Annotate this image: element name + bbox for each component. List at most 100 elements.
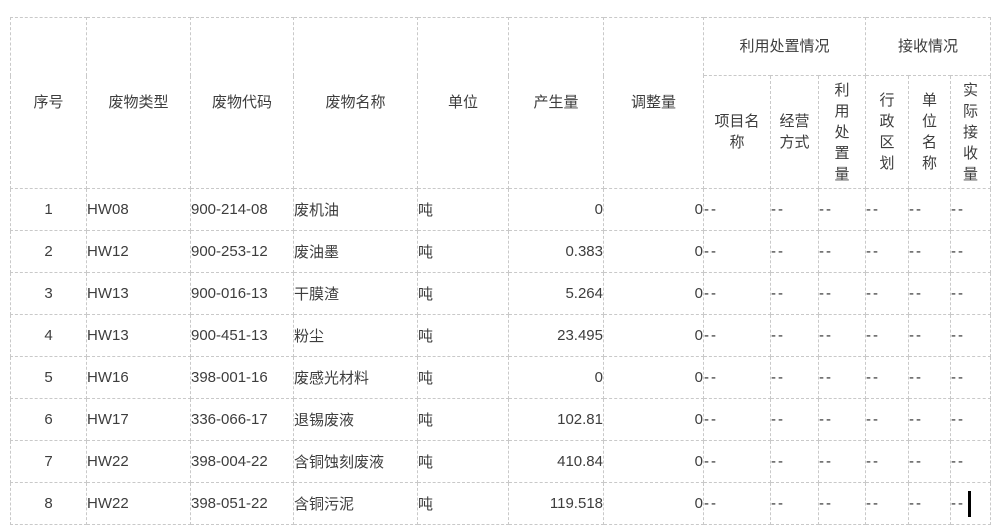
- cell-operation-mode: --: [770, 230, 819, 273]
- cell-adjusted: 0: [603, 482, 704, 525]
- cell-produced: 5.264: [508, 272, 604, 315]
- col-header-seq: 序号: [10, 17, 87, 189]
- col-header-adjusted: 调整量: [603, 17, 704, 189]
- header-group-row: 序号 废物类型 废物代码 废物名称 单位 产生量 调整量 利用处置情况 接收情况: [10, 17, 992, 189]
- cell-unit-name: --: [908, 272, 952, 315]
- cell-waste-code: 398-051-22: [190, 482, 294, 525]
- cell-received-amount: --: [950, 188, 992, 231]
- cell-waste-code: 336-066-17: [190, 398, 294, 441]
- cell-produced: 119.518: [508, 482, 604, 525]
- cell-produced: 410.84: [508, 440, 604, 483]
- cell-seq: 3: [10, 272, 87, 315]
- cell-waste-code: 900-253-12: [190, 230, 294, 273]
- cell-produced: 102.81: [508, 398, 604, 441]
- col-header-operation-mode-label: 经营方式: [779, 113, 810, 151]
- col-header-waste-name: 废物名称: [293, 17, 418, 189]
- cell-received-amount: --: [950, 398, 992, 441]
- cell-admin-region: --: [865, 356, 910, 399]
- cell-unit-name: --: [908, 440, 952, 483]
- cell-received-amount: --: [950, 314, 992, 357]
- cell-operation-mode: --: [770, 272, 819, 315]
- cell-seq: 4: [10, 314, 87, 357]
- cell-unit: 吨: [417, 272, 509, 315]
- cell-seq: 5: [10, 356, 87, 399]
- cell-admin-region: --: [865, 188, 910, 231]
- cell-operation-mode: --: [770, 398, 819, 441]
- cell-waste-code: 900-451-13: [190, 314, 294, 357]
- header-sub-row: 项目名称 经营方式 利用处置量 行政区划 单位名称 实际接收量: [11, 75, 992, 189]
- waste-declaration-table: 序号 废物类型 废物代码 废物名称 单位 产生量 调整量 利用处置情况 接收情况…: [10, 17, 992, 525]
- cell-disposal-amount: --: [817, 272, 867, 315]
- col-header-project-name-label: 项目名称: [714, 113, 760, 151]
- col-header-waste-code: 废物代码: [190, 17, 294, 189]
- cell-waste-name: 粉尘: [293, 314, 418, 357]
- col-header-disposal-amount: 利用处置量: [817, 75, 867, 189]
- cell-unit: 吨: [417, 188, 509, 231]
- cell-waste-type: HW16: [86, 356, 191, 399]
- cell-waste-type: HW13: [86, 314, 191, 357]
- col-group-receive: 接收情况: [865, 17, 992, 76]
- cell-unit: 吨: [417, 356, 509, 399]
- cell-project-name: --: [703, 230, 771, 273]
- cell-operation-mode: --: [770, 188, 819, 231]
- cell-waste-name: 干膜渣: [293, 272, 418, 315]
- cell-produced: 0: [508, 356, 604, 399]
- table-row: 3 HW13 900-016-13 干膜渣 吨 5.264 0 -- -- --…: [10, 272, 992, 315]
- cell-adjusted: 0: [603, 440, 704, 483]
- col-header-unit-name-label: 单位名称: [922, 92, 938, 172]
- cell-disposal-amount: --: [817, 440, 867, 483]
- col-header-project-name: 项目名称: [703, 75, 771, 189]
- cell-operation-mode: --: [770, 314, 819, 357]
- cell-project-name: --: [703, 188, 771, 231]
- col-header-received-amount-label: 实际接收量: [963, 81, 979, 183]
- cell-unit-name: --: [908, 356, 952, 399]
- text-cursor: [968, 490, 972, 517]
- table-header: 序号 废物类型 废物代码 废物名称 单位 产生量 调整量 利用处置情况 接收情况…: [10, 17, 992, 189]
- cell-waste-type: HW08: [86, 188, 191, 231]
- cell-adjusted: 0: [603, 314, 704, 357]
- cell-received-amount[interactable]: --: [950, 482, 992, 525]
- col-header-operation-mode: 经营方式: [770, 75, 819, 189]
- cell-received-amount: --: [950, 272, 992, 315]
- cell-produced: 23.495: [508, 314, 604, 357]
- cell-produced: 0.383: [508, 230, 604, 273]
- cell-waste-type: HW22: [86, 482, 191, 525]
- cell-seq: 8: [10, 482, 87, 525]
- cell-waste-type: HW17: [86, 398, 191, 441]
- cell-unit-name: --: [908, 482, 952, 525]
- table-row: 6 HW17 336-066-17 退锡废液 吨 102.81 0 -- -- …: [10, 398, 992, 441]
- cell-unit: 吨: [417, 230, 509, 273]
- waste-table-container: 序号 废物类型 废物代码 废物名称 单位 产生量 调整量 利用处置情况 接收情况…: [10, 17, 992, 525]
- table-row: 4 HW13 900-451-13 粉尘 吨 23.495 0 -- -- --…: [10, 314, 992, 357]
- cell-admin-region: --: [865, 230, 910, 273]
- cell-produced: 0: [508, 188, 604, 231]
- cell-project-name: --: [703, 314, 771, 357]
- col-header-disposal-amount-label: 利用处置量: [834, 81, 850, 183]
- cell-waste-name: 废机油: [293, 188, 418, 231]
- cell-waste-type: HW12: [86, 230, 191, 273]
- cell-disposal-amount: --: [817, 356, 867, 399]
- cell-project-name: --: [703, 272, 771, 315]
- cell-unit-name: --: [908, 398, 952, 441]
- table-row: 5 HW16 398-001-16 废感光材料 吨 0 0 -- -- -- -…: [10, 356, 992, 399]
- cell-waste-code: 398-004-22: [190, 440, 294, 483]
- cell-adjusted: 0: [603, 230, 704, 273]
- cell-waste-type: HW13: [86, 272, 191, 315]
- col-group-disposal: 利用处置情况: [702, 17, 867, 76]
- table-row: 7 HW22 398-004-22 含铜蚀刻废液 吨 410.84 0 -- -…: [10, 440, 992, 483]
- cell-admin-region: --: [865, 398, 910, 441]
- cell-waste-name: 废感光材料: [293, 356, 418, 399]
- col-header-admin-region: 行政区划: [865, 75, 910, 189]
- cell-received-amount: --: [950, 440, 992, 483]
- cell-unit: 吨: [417, 482, 509, 525]
- table-row: 8 HW22 398-051-22 含铜污泥 吨 119.518 0 -- --…: [10, 482, 992, 525]
- cell-unit-name: --: [908, 314, 952, 357]
- cell-admin-region: --: [865, 314, 910, 357]
- cell-disposal-amount: --: [817, 314, 867, 357]
- cell-waste-code: 900-214-08: [190, 188, 294, 231]
- cell-waste-type: HW22: [86, 440, 191, 483]
- cell-disposal-amount: --: [817, 188, 867, 231]
- cell-adjusted: 0: [603, 272, 704, 315]
- cell-seq: 1: [10, 188, 87, 231]
- cell-admin-region: --: [865, 440, 910, 483]
